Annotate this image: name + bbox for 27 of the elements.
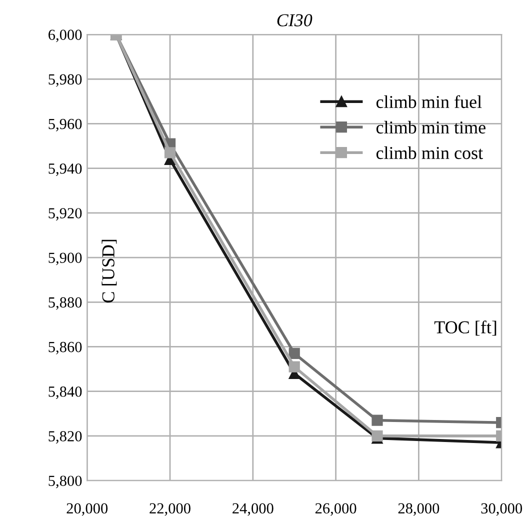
x-tick-label: 28,000 [398,503,440,516]
y-tick-label: 5,900 [48,252,82,266]
x-axis-title: TOC [ft] [434,320,496,336]
x-tick-label: 22,000 [150,503,190,516]
legend-label: climb min time [376,120,486,134]
point [288,348,300,359]
y-tick-label: 5,880 [48,297,82,310]
y-tick-label: 5,820 [48,431,82,444]
x-tick-label: 30,000 [481,503,522,516]
y-tick-label: 5,960 [48,118,82,132]
y-tick-label: 5,840 [48,386,82,399]
y-tick-label: 6,000 [48,30,82,42]
x-tick-label: 24,000 [232,503,274,516]
y-tick-label: 5,920 [48,208,82,221]
y-axis-title: C [USD] [102,240,117,303]
point [164,147,176,158]
legend-label: climb min cost [376,146,483,160]
point [372,414,383,426]
y-tick-label: 5,940 [48,163,82,176]
point [288,361,300,372]
x-tick-label: 20,000 [66,503,108,516]
x-tick-label: 26,000 [315,503,356,516]
y-tick-label: 5,980 [48,74,82,87]
y-tick-label: 5,860 [48,342,82,354]
y-tick-label: 5,800 [48,476,82,488]
legend-label: climb min fuel [376,95,482,108]
chart-title: CI30 [277,14,312,26]
